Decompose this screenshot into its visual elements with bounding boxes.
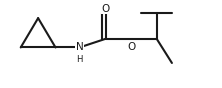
Text: H: H [76,55,83,64]
Text: O: O [128,42,136,52]
Text: O: O [101,4,110,14]
Text: N: N [75,42,83,52]
